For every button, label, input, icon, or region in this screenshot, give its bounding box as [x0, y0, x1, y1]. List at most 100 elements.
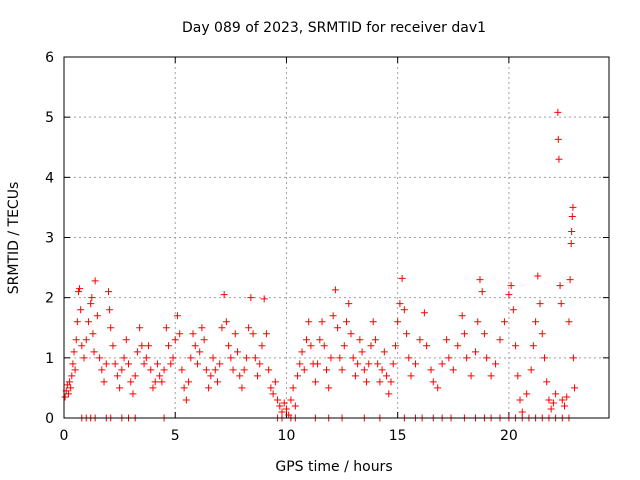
data-point: [106, 306, 114, 314]
data-point: [90, 348, 98, 356]
data-point: [140, 360, 148, 368]
data-point: [532, 318, 540, 326]
data-point: [222, 318, 230, 326]
data-point: [516, 396, 524, 404]
data-point: [196, 348, 204, 356]
data-point: [185, 378, 193, 386]
data-point: [69, 360, 77, 368]
data-point: [527, 366, 535, 374]
data-point: [151, 378, 159, 386]
data-point: [109, 342, 117, 350]
data-point: [329, 312, 337, 320]
data-point: [496, 336, 504, 344]
data-point: [543, 378, 551, 386]
data-point: [73, 318, 81, 326]
data-point: [216, 360, 224, 368]
data-point: [72, 336, 80, 344]
data-point: [287, 396, 295, 404]
data-point: [205, 384, 213, 392]
data-point: [557, 300, 565, 308]
data-point: [327, 354, 335, 362]
data-point: [127, 378, 135, 386]
data-point: [251, 354, 259, 362]
data-point: [547, 405, 555, 413]
data-point: [187, 354, 195, 362]
data-point: [258, 342, 266, 350]
data-point: [427, 366, 435, 374]
data-point: [70, 348, 78, 356]
data-point: [438, 360, 446, 368]
x-tick-label: 0: [60, 428, 69, 444]
data-point: [211, 366, 219, 374]
data-point: [434, 384, 442, 392]
data-point: [467, 372, 475, 380]
data-point: [78, 342, 86, 350]
data-point: [236, 372, 244, 380]
data-point: [129, 390, 137, 398]
data-point: [96, 354, 104, 362]
data-point: [354, 360, 362, 368]
data-point: [398, 274, 406, 282]
data-point: [278, 408, 286, 416]
data-point: [367, 342, 375, 350]
data-point: [76, 285, 84, 293]
y-tick-label: 2: [45, 291, 54, 307]
data-point: [472, 348, 480, 356]
data-point: [162, 324, 170, 332]
data-point: [133, 348, 141, 356]
data-point: [443, 336, 451, 344]
data-point: [567, 240, 575, 248]
data-point: [89, 330, 97, 338]
data-point: [116, 384, 124, 392]
data-point: [302, 336, 310, 344]
data-point: [207, 372, 215, 380]
y-tick-label: 6: [45, 50, 54, 66]
data-point: [156, 372, 164, 380]
data-point: [569, 203, 577, 211]
data-point: [500, 318, 508, 326]
data-point: [249, 330, 257, 338]
data-point: [561, 402, 569, 410]
data-point: [111, 360, 119, 368]
data-point: [556, 282, 564, 290]
data-point: [478, 288, 486, 296]
y-tick-label: 4: [45, 170, 54, 186]
data-point: [340, 342, 348, 350]
data-point: [420, 309, 428, 317]
data-point: [147, 366, 155, 374]
data-point: [487, 372, 495, 380]
data-points: [61, 108, 579, 422]
data-point: [305, 318, 313, 326]
data-point: [66, 378, 74, 386]
data-point: [225, 342, 233, 350]
data-point: [569, 354, 577, 362]
data-point: [391, 342, 399, 350]
x-tick-label: 10: [278, 428, 296, 444]
data-point: [369, 318, 377, 326]
data-point: [189, 330, 197, 338]
data-point: [325, 384, 333, 392]
data-point: [463, 354, 471, 362]
data-point: [160, 366, 168, 374]
data-point: [98, 366, 106, 374]
data-point: [403, 330, 411, 338]
data-point: [77, 306, 85, 314]
data-point: [518, 408, 526, 416]
data-point: [563, 393, 571, 401]
data-point: [318, 318, 326, 326]
data-point: [363, 378, 371, 386]
data-point: [296, 360, 304, 368]
data-point: [429, 378, 437, 386]
data-point: [122, 336, 130, 344]
data-point: [231, 330, 239, 338]
data-point: [291, 402, 299, 410]
data-point: [100, 378, 108, 386]
y-tick-label: 1: [45, 351, 54, 367]
data-point: [213, 378, 221, 386]
data-point: [191, 342, 199, 350]
data-point: [360, 366, 368, 374]
x-tick-label: 20: [500, 428, 518, 444]
data-point: [316, 336, 324, 344]
data-point: [169, 354, 177, 362]
data-point: [227, 354, 235, 362]
